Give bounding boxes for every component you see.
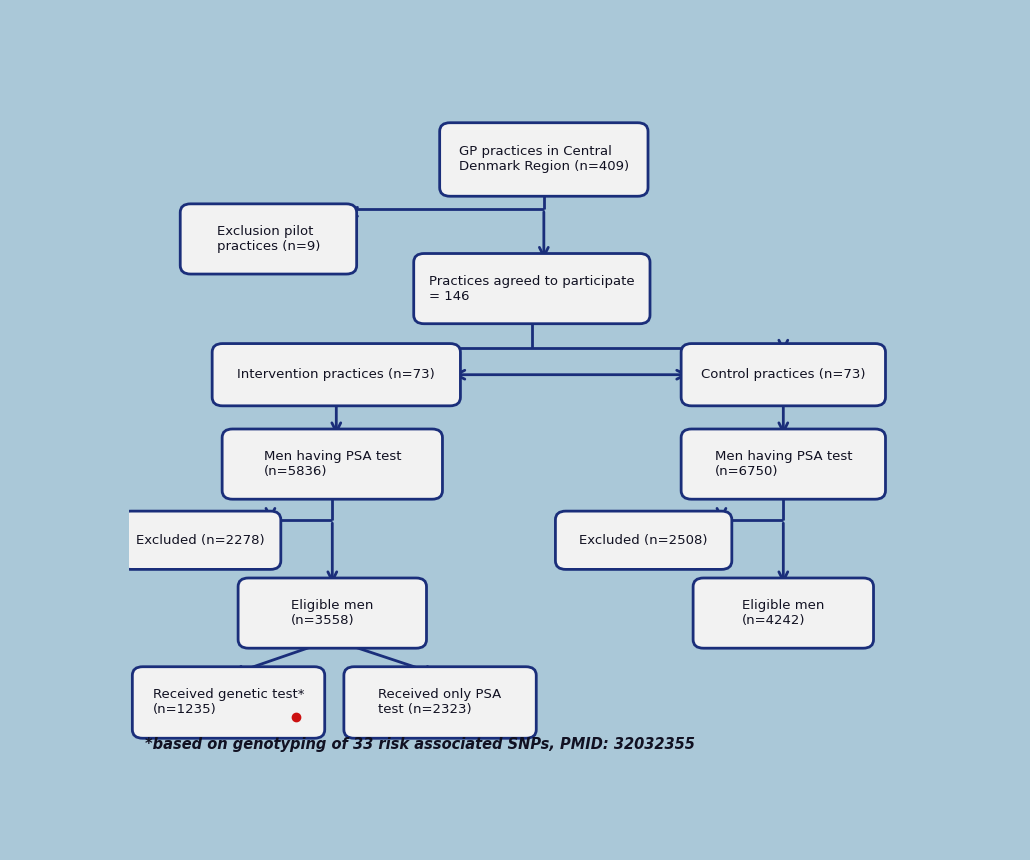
Text: Control practices (n=73): Control practices (n=73) xyxy=(701,368,865,381)
FancyBboxPatch shape xyxy=(132,666,324,738)
Text: Exclusion pilot
practices (n=9): Exclusion pilot practices (n=9) xyxy=(216,225,320,253)
FancyBboxPatch shape xyxy=(212,344,460,406)
FancyBboxPatch shape xyxy=(414,254,650,323)
FancyBboxPatch shape xyxy=(344,666,537,738)
FancyBboxPatch shape xyxy=(681,344,886,406)
Text: Men having PSA test
(n=6750): Men having PSA test (n=6750) xyxy=(715,450,852,478)
FancyBboxPatch shape xyxy=(555,511,732,569)
Text: Intervention practices (n=73): Intervention practices (n=73) xyxy=(238,368,435,381)
FancyBboxPatch shape xyxy=(440,123,648,196)
Text: GP practices in Central
Denmark Region (n=409): GP practices in Central Denmark Region (… xyxy=(458,145,629,174)
FancyBboxPatch shape xyxy=(238,578,426,648)
Text: Men having PSA test
(n=5836): Men having PSA test (n=5836) xyxy=(264,450,401,478)
Text: Received only PSA
test (n=2323): Received only PSA test (n=2323) xyxy=(378,689,502,716)
Text: Excluded (n=2508): Excluded (n=2508) xyxy=(579,534,708,547)
Text: Excluded (n=2278): Excluded (n=2278) xyxy=(136,534,265,547)
Text: Received genetic test*
(n=1235): Received genetic test* (n=1235) xyxy=(152,689,304,716)
FancyBboxPatch shape xyxy=(693,578,873,648)
Text: *based on genotyping of 33 risk associated SNPs, PMID: 32032355: *based on genotyping of 33 risk associat… xyxy=(144,737,694,752)
Text: Practices agreed to participate
= 146: Practices agreed to participate = 146 xyxy=(430,274,634,303)
Text: Eligible men
(n=4242): Eligible men (n=4242) xyxy=(743,599,824,627)
FancyBboxPatch shape xyxy=(180,204,356,274)
Text: Eligible men
(n=3558): Eligible men (n=3558) xyxy=(291,599,374,627)
FancyBboxPatch shape xyxy=(121,511,281,569)
FancyBboxPatch shape xyxy=(681,429,886,499)
FancyBboxPatch shape xyxy=(222,429,443,499)
